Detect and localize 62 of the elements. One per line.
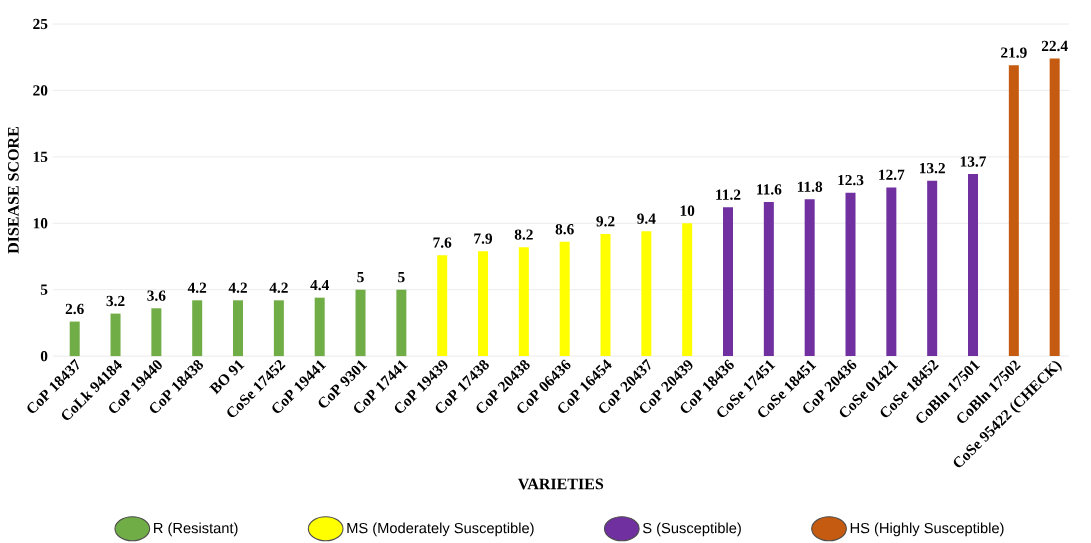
- data-label: 12.7: [879, 169, 905, 181]
- data-label: 22.4: [1041, 40, 1068, 52]
- data-label: 8.2: [514, 229, 533, 240]
- bar: [233, 300, 244, 357]
- bar: [723, 207, 734, 357]
- y-axis-title: DISEASE SCORE: [7, 127, 19, 254]
- data-label: 13.7: [960, 156, 987, 167]
- data-label: 3.6: [147, 290, 166, 301]
- bar: [478, 251, 489, 357]
- data-label: 10: [680, 205, 695, 216]
- y-tick-label: 20: [33, 85, 48, 96]
- bar: [927, 180, 938, 357]
- bar: [110, 313, 121, 357]
- bar: [151, 308, 162, 357]
- data-label: 5: [357, 272, 364, 283]
- data-label: 3.2: [106, 295, 125, 307]
- legend-label: HS (Highly Susceptible): [850, 522, 1004, 537]
- bar: [845, 192, 856, 357]
- legend-label: R (Resistant): [154, 522, 238, 537]
- data-label: 7.6: [433, 237, 452, 248]
- bar: [968, 174, 979, 357]
- data-label: 4.4: [310, 280, 329, 291]
- data-label: 9.2: [596, 216, 615, 227]
- data-label: 5: [398, 272, 405, 283]
- data-label: 7.9: [474, 233, 493, 244]
- data-label: 11.2: [716, 189, 741, 201]
- y-tick-label: 15: [33, 151, 48, 163]
- data-label: 4.2: [269, 282, 288, 294]
- data-label: 4.2: [187, 282, 207, 294]
- legend-label: S (Susceptible): [643, 522, 741, 537]
- bar: [314, 297, 325, 357]
- x-axis-title: VARIETIES: [518, 478, 604, 490]
- legend-label: MS (Moderately Susceptible): [347, 522, 534, 537]
- data-label: 9.4: [637, 213, 656, 224]
- data-label: 8.6: [555, 224, 574, 235]
- data-label: 11.6: [757, 184, 782, 195]
- y-tick-label: 5: [40, 284, 48, 295]
- data-label: 12.3: [838, 175, 864, 186]
- y-tick-label: 10: [33, 218, 48, 229]
- bar: [559, 241, 570, 357]
- y-tick-label: 0: [40, 351, 48, 362]
- data-label: 4.2: [228, 282, 247, 294]
- bar: [1049, 58, 1060, 357]
- bar: [682, 223, 693, 357]
- bar: [396, 289, 407, 357]
- data-label: 21.9: [1001, 47, 1027, 58]
- y-tick-label: 25: [33, 18, 48, 30]
- bar: [355, 289, 366, 357]
- bar: [437, 255, 448, 357]
- bar: [804, 199, 815, 357]
- data-label: 13.2: [919, 163, 945, 174]
- bar: [1008, 65, 1019, 357]
- data-label: 2.6: [65, 303, 84, 315]
- bar: [763, 202, 774, 357]
- bar: [886, 187, 897, 357]
- bar: [69, 321, 80, 357]
- data-label: 11.8: [797, 181, 823, 193]
- bar: [600, 233, 611, 357]
- bar: [192, 300, 203, 357]
- bar: [641, 231, 652, 357]
- bar: [273, 300, 284, 357]
- bar: [518, 247, 529, 357]
